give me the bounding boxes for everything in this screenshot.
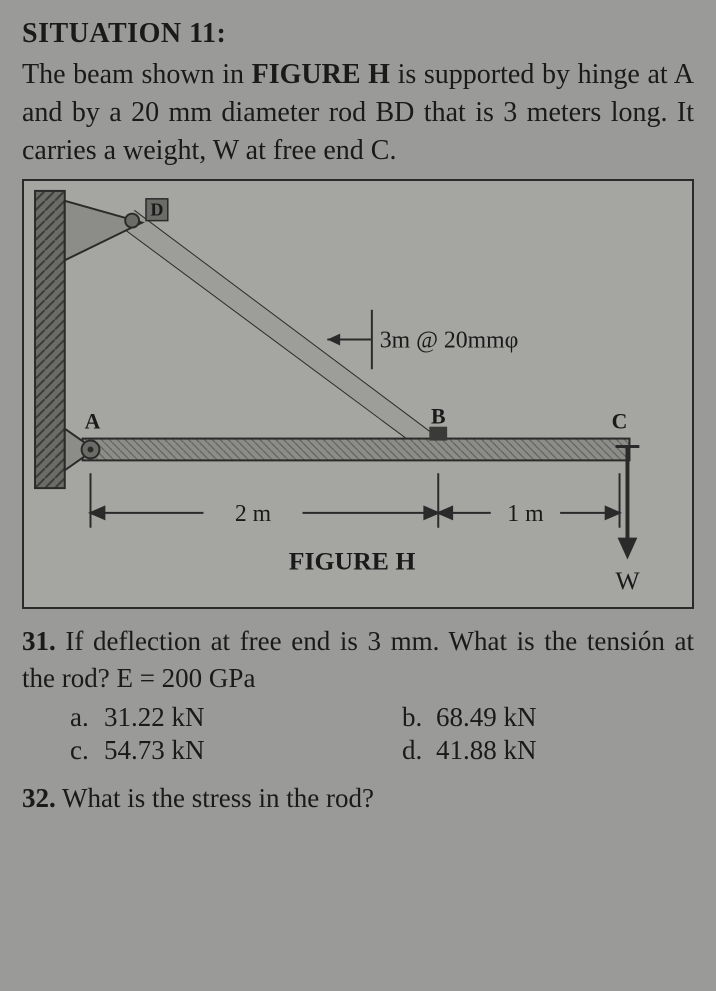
- question-32: 32. What is the stress in the rod?: [22, 780, 694, 816]
- wall: [35, 191, 65, 488]
- q31-option-a: a.31.22 kN: [70, 702, 362, 733]
- hinge-a: [65, 429, 100, 471]
- question-31: 31. If deflection at free end is 3 mm. W…: [22, 623, 694, 696]
- point-d-label: D: [150, 200, 163, 220]
- q31-opt-c-val: 54.73 kN: [104, 735, 205, 765]
- beam-ac: [83, 439, 630, 461]
- q31-options: a.31.22 kN b.68.49 kN c.54.73 kN d.41.88…: [22, 702, 694, 766]
- point-b-marker: [429, 427, 447, 441]
- q31-option-c: c.54.73 kN: [70, 735, 362, 766]
- q31-option-d: d.41.88 kN: [402, 735, 694, 766]
- q31-number: 31.: [22, 626, 56, 656]
- situation-intro: The beam shown in FIGURE H is supported …: [22, 56, 694, 169]
- q31-option-b: b.68.49 kN: [402, 702, 694, 733]
- q31-text: If deflection at free end is 3 mm. What …: [22, 626, 694, 692]
- q31-opt-b-val: 68.49 kN: [436, 702, 537, 732]
- situation-label: SITUATION 11:: [22, 18, 694, 50]
- point-c-label: C: [612, 410, 628, 434]
- q32-number: 32.: [22, 783, 56, 813]
- load-w-label: W: [615, 567, 640, 596]
- q32-text: What is the stress in the rod?: [62, 783, 374, 813]
- figure-h: D A B C 3m @ 20mmφ: [22, 179, 694, 609]
- intro-pre: The beam shown in: [22, 59, 252, 90]
- q31-opt-d-val: 41.88 kN: [436, 735, 537, 765]
- point-a-label: A: [85, 410, 101, 434]
- point-b-label: B: [431, 405, 446, 429]
- figure-svg: D A B C 3m @ 20mmφ: [24, 181, 692, 607]
- span-ab-label: 2 m: [235, 501, 272, 527]
- rod-label: 3m @ 20mmφ: [380, 328, 519, 354]
- figure-ref: FIGURE H: [252, 59, 390, 90]
- figure-caption: FIGURE H: [289, 547, 416, 576]
- span-bc-label: 1 m: [507, 501, 544, 527]
- q31-opt-a-val: 31.22 kN: [104, 702, 205, 732]
